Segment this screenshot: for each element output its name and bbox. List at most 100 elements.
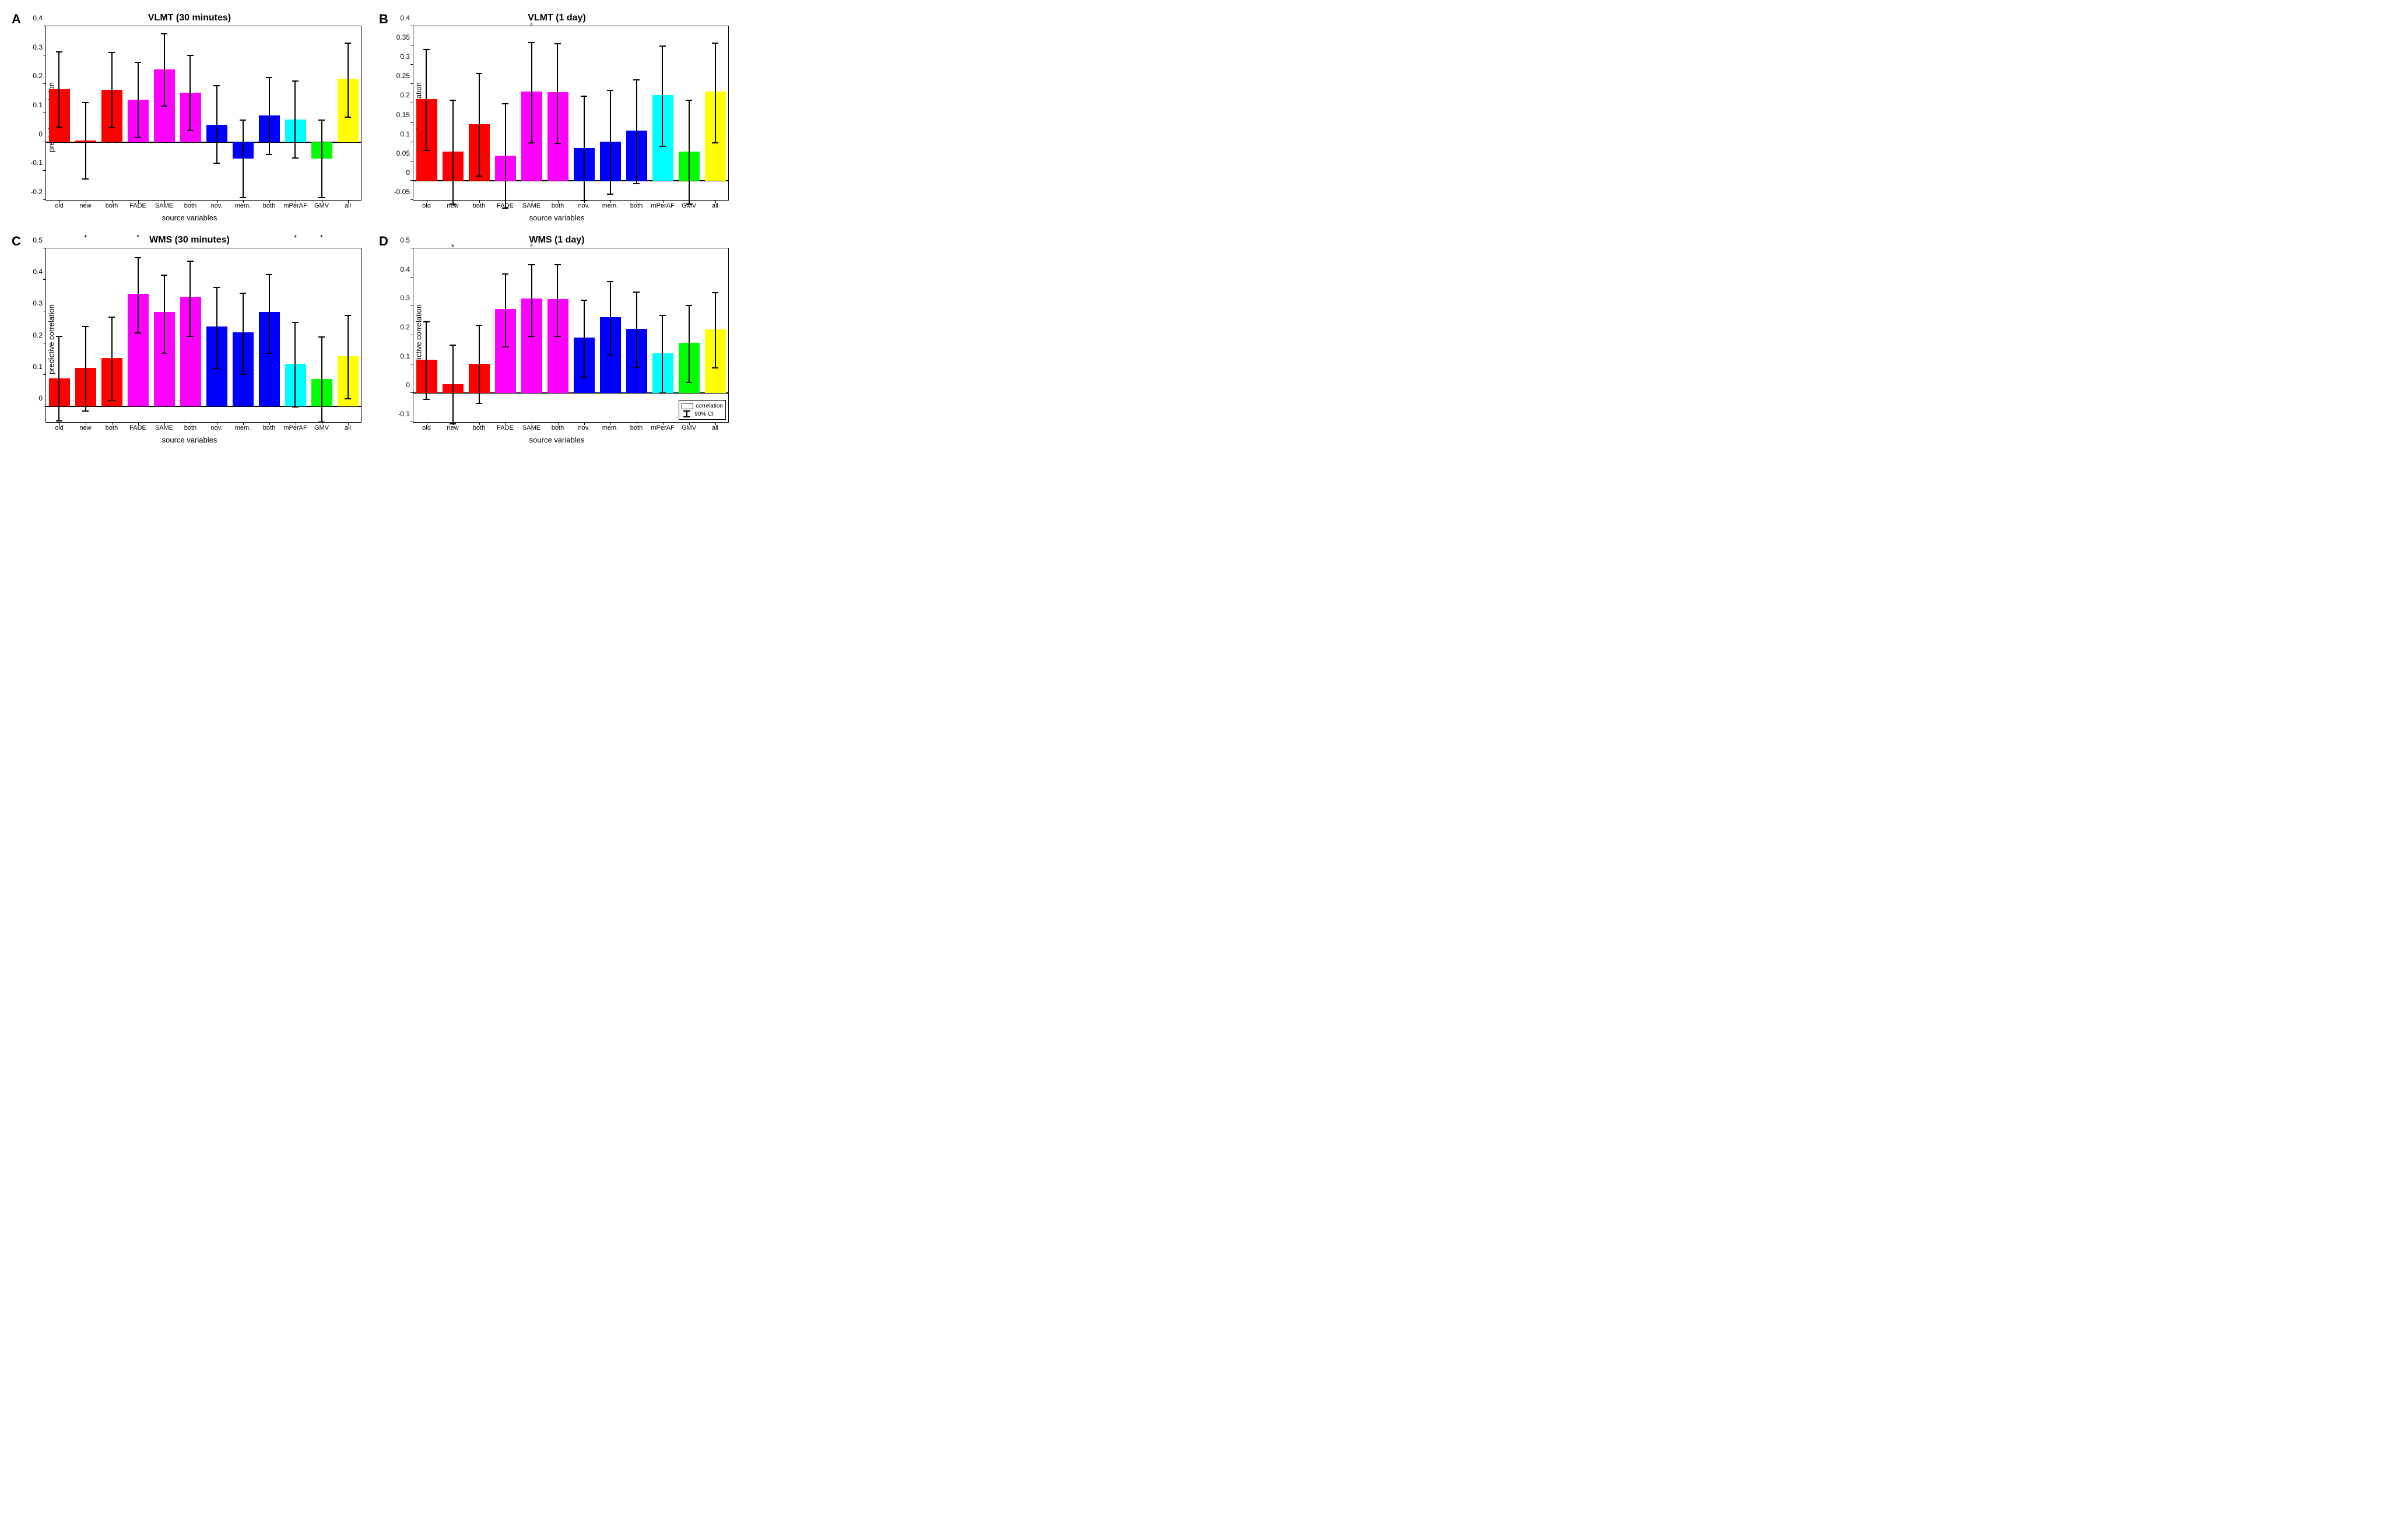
panel-label: D — [379, 234, 388, 249]
x-axis-label: source variables — [379, 213, 735, 222]
significance-marker: ° — [530, 243, 533, 251]
x-tick-mark — [610, 422, 611, 425]
errorbar-cap — [607, 194, 613, 195]
errorbar-cap — [56, 336, 62, 337]
chart-title: WMS (30 minutes) — [12, 235, 367, 245]
errorbar — [505, 104, 506, 208]
errorbar-cap — [686, 100, 692, 101]
x-tick-mark — [663, 200, 664, 203]
errorbar-cap — [187, 336, 194, 337]
errorbar-cap — [476, 325, 482, 326]
errorbar-cap — [318, 197, 325, 198]
y-tick-label: 0 — [38, 394, 46, 402]
errorbar-cap — [528, 336, 535, 337]
errorbar-cap — [423, 150, 430, 151]
y-tick-label: 0.05 — [396, 149, 413, 157]
x-tick-mark — [689, 200, 690, 203]
errorbar — [636, 292, 637, 367]
chart-title: WMS (1 day) — [379, 235, 735, 245]
errorbar-cap — [345, 117, 351, 118]
errorbar-cap — [423, 399, 430, 400]
errorbar — [610, 282, 611, 356]
errorbar-cap — [502, 103, 508, 104]
errorbar-cap — [633, 367, 640, 368]
y-tick-label: 0.4 — [33, 14, 46, 22]
errorbar-cap — [161, 106, 167, 107]
errorbar-cap — [633, 79, 640, 80]
errorbar — [243, 293, 244, 374]
errorbar-cap — [528, 264, 535, 265]
errorbar-cap — [450, 345, 456, 346]
errorbar — [321, 120, 322, 198]
significance-marker: * — [320, 233, 323, 242]
y-tick-label: 0.1 — [400, 352, 413, 360]
y-tick-label: -0.1 — [30, 159, 46, 167]
errorbar-cap — [581, 300, 587, 301]
x-tick-mark — [715, 422, 716, 425]
y-tick-mark — [410, 64, 413, 65]
errorbar — [662, 315, 663, 393]
errorbar — [269, 78, 270, 154]
errorbar — [479, 325, 480, 403]
y-tick-label: -0.1 — [398, 410, 413, 418]
errorbar — [426, 322, 427, 399]
errorbar-cap — [450, 100, 456, 101]
errorbar-cap — [554, 336, 561, 337]
errorbar-cap — [476, 175, 482, 177]
y-tick-mark — [43, 374, 46, 375]
y-tick-mark — [410, 277, 413, 278]
y-tick-label: 0.35 — [396, 33, 413, 41]
x-axis-label: source variables — [12, 213, 367, 222]
y-tick-mark — [410, 199, 413, 200]
errorbar-cap — [659, 392, 666, 394]
errorbar-cap — [554, 43, 561, 44]
x-tick-mark — [112, 200, 113, 203]
errorbar-cap — [554, 143, 561, 144]
x-tick-mark — [348, 422, 349, 425]
y-tick-mark — [43, 170, 46, 171]
errorbar — [531, 265, 532, 336]
x-tick-mark — [453, 200, 454, 203]
y-tick-label: -0.05 — [394, 188, 413, 196]
x-tick-mark — [269, 422, 270, 425]
y-tick-mark — [410, 305, 413, 306]
errorbar — [689, 305, 690, 382]
errorbar-cap — [345, 43, 351, 44]
errorbar-cap — [659, 146, 666, 147]
errorbar-cap — [554, 264, 561, 265]
errorbar-cap — [135, 137, 141, 138]
errorbar-cap — [135, 257, 141, 258]
errorbar — [347, 43, 349, 117]
errorbar — [138, 62, 139, 138]
x-tick-mark — [348, 200, 349, 203]
chart-box: -0.100.10.20.30.40.5old*newbothFADE°SAME… — [413, 248, 729, 423]
errorbar — [636, 80, 637, 183]
y-tick-mark — [410, 83, 413, 84]
errorbar-cap — [633, 183, 640, 184]
errorbar — [584, 96, 585, 201]
errorbar-cap — [423, 49, 430, 50]
legend-label: correlation — [696, 403, 723, 409]
significance-marker: ° — [530, 22, 533, 30]
y-tick-label: 0.4 — [400, 265, 413, 273]
panel-label: A — [12, 12, 21, 27]
errorbar — [164, 275, 165, 353]
panel-A: AVLMT (30 minutes)predictive correlation… — [12, 12, 367, 222]
y-tick-label: 0.4 — [400, 14, 413, 22]
y-tick-label: 0.3 — [33, 299, 46, 307]
errorbar-cap — [108, 317, 115, 318]
x-tick-mark — [243, 422, 244, 425]
y-tick-mark — [410, 122, 413, 123]
errorbar — [426, 50, 427, 151]
y-tick-mark — [43, 199, 46, 200]
errorbar-cap — [82, 326, 89, 327]
errorbar-cap — [502, 346, 508, 347]
x-tick-mark — [269, 200, 270, 203]
errorbar-cap — [292, 80, 299, 82]
errorbar-cap — [292, 157, 299, 159]
errorbar-cap — [581, 96, 587, 97]
errorbar-cap — [135, 332, 141, 333]
x-tick-mark — [663, 422, 664, 425]
x-tick-mark — [243, 200, 244, 203]
legend-item: correlation — [682, 402, 723, 410]
